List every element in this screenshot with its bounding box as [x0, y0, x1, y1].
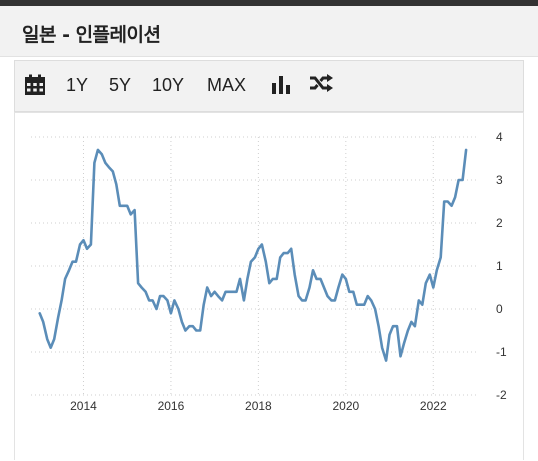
inflation-series-line[interactable] — [38, 148, 468, 362]
calendar-icon[interactable] — [24, 74, 46, 101]
page-header: 일본 - 인플레이션 — [0, 6, 538, 57]
y-tick-label: 4 — [496, 130, 503, 144]
range-10y-button[interactable]: 10Y — [152, 75, 185, 95]
bar-chart-icon[interactable] — [271, 76, 291, 99]
x-tick-label: 2022 — [420, 399, 447, 413]
chart-panel: 4 3 2 1 0 -1 -2 2014 2016 2018 2020 2022 — [14, 112, 524, 460]
top-bar — [0, 0, 538, 6]
x-tick-label: 2014 — [70, 399, 97, 413]
inflation-chart: 4 3 2 1 0 -1 -2 2014 2016 2018 2020 2022 — [31, 130, 507, 413]
y-tick-label: 0 — [496, 302, 503, 316]
y-tick-label: -1 — [496, 345, 507, 359]
y-tick-label: 2 — [496, 216, 503, 230]
x-tick-label: 2020 — [332, 399, 359, 413]
range-max-button[interactable]: MAX — [207, 75, 247, 95]
y-tick-label: 1 — [496, 259, 503, 273]
chart-toolbar: 1Y 5Y 10Y MAX — [14, 60, 524, 112]
shuffle-icon[interactable] — [309, 74, 333, 97]
x-tick-label: 2018 — [245, 399, 272, 413]
page-title: 일본 - 인플레이션 — [22, 24, 161, 46]
range-1y-button[interactable]: 1Y — [66, 75, 89, 95]
range-5y-button[interactable]: 5Y — [109, 75, 132, 95]
y-tick-label: 3 — [496, 173, 503, 187]
x-tick-label: 2016 — [158, 399, 185, 413]
y-tick-label: -2 — [496, 388, 507, 402]
